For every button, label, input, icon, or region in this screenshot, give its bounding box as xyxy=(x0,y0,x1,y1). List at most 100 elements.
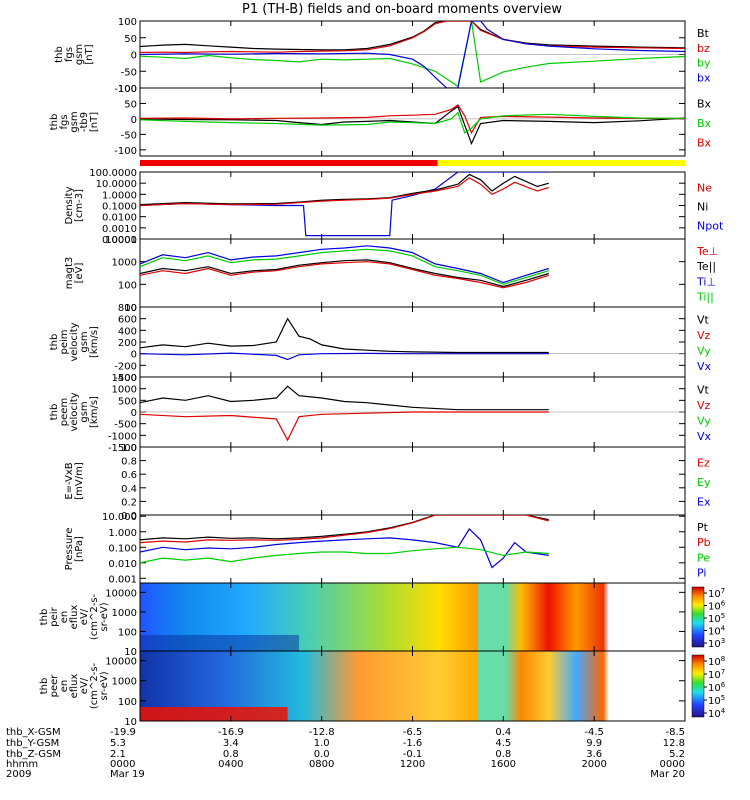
colorbar-peer_spectrogram xyxy=(691,654,705,718)
y-tick-label: 0.0100 xyxy=(102,213,137,224)
y-axis-label: [mV/m] xyxy=(74,462,85,500)
orbit-cell: 4.5 xyxy=(495,738,511,749)
y-tick-label: 0 xyxy=(131,408,137,419)
series-line-red xyxy=(140,104,685,135)
y-tick-label: 10.000 xyxy=(102,512,137,523)
orbit-cell: 0.0 xyxy=(314,749,330,760)
colorbar-tick-label: 106 xyxy=(708,600,726,613)
y-tick-label: 1000 xyxy=(112,258,137,269)
y-tick-label: -1500 xyxy=(108,443,137,454)
series-group xyxy=(140,385,685,442)
y-tick-label: -200 xyxy=(114,361,137,372)
orbit-cell: -6.5 xyxy=(403,727,423,738)
y-axis-label: peir xyxy=(49,606,60,626)
colorbar-tick-label: 104 xyxy=(708,707,726,720)
series-line-Te⊥ xyxy=(140,261,549,289)
y-axis-label: -tb9 xyxy=(79,112,90,132)
y-axis-label: gsm xyxy=(74,44,85,65)
y-axis-label: Pressure xyxy=(64,528,75,571)
y-tick-label: 100 xyxy=(118,280,137,291)
y-tick-label: 0.100 xyxy=(108,543,137,554)
orbit-cell: 9.9 xyxy=(586,738,602,749)
series-line-Pi xyxy=(140,528,549,569)
series-line-Pb xyxy=(140,515,549,544)
colorbar-tick-label: 107 xyxy=(708,587,725,600)
panel-temperature: 10000 1000 100 10 magt3 [eV] Te⊥ Te|| Ti⊥ Ti|| xyxy=(64,235,718,314)
legend-peem_velocity: Vz xyxy=(697,399,711,412)
orbit-cell: 12.8 xyxy=(663,738,685,749)
y-tick-label: 10000 xyxy=(105,235,137,246)
y-tick-label: 0 xyxy=(131,350,137,361)
series-line-Vt xyxy=(140,317,549,354)
legend-pressure: Pe xyxy=(697,551,710,564)
orbit-cell: 0.4 xyxy=(495,727,511,738)
y-tick-label: -400 xyxy=(114,373,137,384)
y-axis-label: gsm xyxy=(69,111,80,132)
legend-peim_velocity: Vz xyxy=(697,329,711,342)
y-tick-label: 10000 xyxy=(105,657,137,668)
y-axis-label: thb xyxy=(49,334,60,351)
y-axis-label: sr-eV) xyxy=(99,671,110,700)
orbit-cell: -8.5 xyxy=(665,727,685,738)
y-tick-label: 0.0001 xyxy=(102,235,137,246)
orbit-row-label: 2009 xyxy=(6,769,31,780)
orbit-row-label: hhmm xyxy=(6,759,38,770)
y-tick-label: 1.0000 xyxy=(102,190,137,201)
y-tick-label: -1000 xyxy=(108,431,137,442)
y-tick-label: 0.2 xyxy=(121,497,137,508)
orbit-cell: -12.8 xyxy=(309,727,335,738)
series-group xyxy=(140,21,685,88)
y-axis-label: peem xyxy=(59,398,70,426)
legend-fgs: by xyxy=(697,57,711,70)
legend-density: Ni xyxy=(697,200,708,213)
colorbar-tick-label: 103 xyxy=(708,637,725,650)
series-group xyxy=(140,317,685,361)
orbit-cell: 0000 xyxy=(110,759,135,770)
y-tick-label: 0.6 xyxy=(121,470,137,481)
y-axis-label: sr-eV) xyxy=(99,602,110,631)
orbit-cell: -16.9 xyxy=(218,727,244,738)
y-tick-label: -100 xyxy=(114,84,137,95)
y-tick-label: -100 xyxy=(114,146,137,157)
legend-efield: Ez xyxy=(697,457,710,470)
legend-peim_velocity: Vt xyxy=(697,313,710,326)
orbit-cell: 1600 xyxy=(491,759,516,770)
y-axis-label: [nT] xyxy=(84,44,95,64)
y-axis-label: (cm^2-s- xyxy=(89,593,100,640)
y-axis-label: eV/ xyxy=(79,677,90,694)
y-tick-label: 10.0000 xyxy=(96,179,137,190)
legend-peem_velocity: Vy xyxy=(697,415,711,428)
legend-temperature: Te⊥ xyxy=(696,245,718,258)
spectrogram-low-band xyxy=(140,635,299,651)
series-line-Pt xyxy=(140,515,549,541)
y-tick-label: 100 xyxy=(118,84,137,95)
y-axis-label: thb xyxy=(49,404,60,421)
y-tick-label: -50 xyxy=(121,130,137,141)
y-tick-label: 0.0 xyxy=(121,511,137,522)
y-tick-label: 0.001 xyxy=(108,574,137,585)
orbit-cell: 5.3 xyxy=(110,738,126,749)
mode-bar-segment xyxy=(140,160,438,166)
y-tick-label: 0.8 xyxy=(121,457,137,468)
orbit-row-label: thb_X-GSM xyxy=(6,727,61,738)
y-tick-label: 50 xyxy=(124,99,137,110)
y-tick-label: 0.0010 xyxy=(102,224,137,235)
series-line-Vz xyxy=(140,411,549,442)
y-tick-label: 1000 xyxy=(112,677,137,688)
y-tick-label: 0.4 xyxy=(121,484,137,495)
series-line-Pe xyxy=(140,546,549,564)
panel-fgs_dsl: 100 50 0 -50 -100 thb fgs gsm -tb9 [nT] Bx Bx Bx xyxy=(49,84,712,157)
legend-peem_velocity: Vx xyxy=(697,430,712,443)
legend-pressure: Pb xyxy=(697,536,711,549)
colorbar-tick-label: 104 xyxy=(708,625,726,638)
orbit-cell: 1200 xyxy=(400,759,425,770)
legend-fgs_dsl: Bx xyxy=(697,98,712,111)
series-line-Te|| xyxy=(140,259,549,288)
series-line-Ti|| xyxy=(140,248,549,285)
series-group xyxy=(140,515,549,569)
panel-frame xyxy=(139,306,686,378)
panel-frame xyxy=(139,446,686,516)
orbit-cell: Mar 19 xyxy=(110,769,145,780)
